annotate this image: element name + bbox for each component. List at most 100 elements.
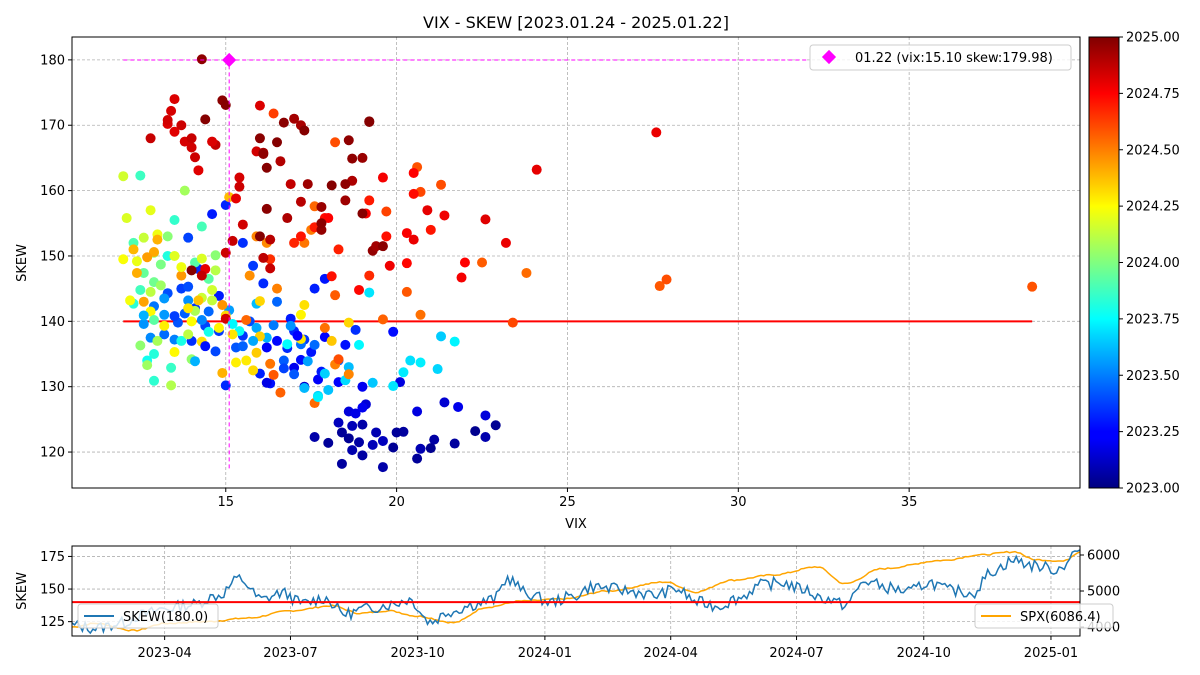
colorbar-tick-label: 2024.50 xyxy=(1126,143,1180,158)
scatter-x-ticks: 15 20 25 30 35 xyxy=(217,488,917,510)
scatter-point xyxy=(415,443,426,454)
scatter-point xyxy=(347,445,358,456)
scatter-point xyxy=(391,427,402,438)
scatter-point xyxy=(265,263,276,274)
scatter-point xyxy=(159,293,170,304)
scatter-point xyxy=(377,462,388,473)
colorbar-tick-label: 2025.00 xyxy=(1126,31,1180,46)
scatter-point xyxy=(248,365,259,376)
scatter-point xyxy=(408,234,419,245)
spx-legend: SPX(6086.4) xyxy=(974,603,1114,629)
timeseries-x-ticks: 2023-04 2023-07 2023-10 2024-01 2024-04 2024-… xyxy=(137,636,1078,661)
ts-x-tick-label: 2025-01 xyxy=(1024,646,1078,661)
colorbar-tick-label: 2023.00 xyxy=(1126,482,1180,497)
scatter-point xyxy=(190,356,201,367)
scatter-point xyxy=(254,231,265,242)
scatter-points xyxy=(118,54,1038,473)
scatter-point xyxy=(309,339,320,350)
scatter-point xyxy=(241,355,252,366)
scatter-point xyxy=(357,450,368,461)
scatter-point xyxy=(377,314,388,325)
skew-legend: SKEW(180.0) xyxy=(77,603,219,629)
scatter-point xyxy=(377,435,388,446)
scatter-point xyxy=(234,172,245,183)
scatter-point xyxy=(125,295,136,306)
spx-legend-box xyxy=(974,603,1114,629)
scatter-point xyxy=(183,281,194,292)
scatter-point xyxy=(231,193,242,204)
scatter-point xyxy=(323,437,334,448)
y-tick-label: 180 xyxy=(40,53,65,68)
ts-x-tick-label: 2024-04 xyxy=(644,646,698,661)
scatter-point xyxy=(285,179,296,190)
y-tick-label: 120 xyxy=(40,446,65,461)
ts-right-tick-label: 5000 xyxy=(1087,585,1120,600)
scatter-panel: VIX - SKEW [2023.01.24 - 2025.01.22] 15 2… xyxy=(15,13,1180,532)
scatter-point xyxy=(436,179,447,190)
scatter-point xyxy=(313,374,324,385)
scatter-point xyxy=(651,127,662,138)
timeseries-panel: 2023-04 2023-07 2023-10 2024-01 2024-04 2024-… xyxy=(15,545,1120,661)
scatter-point xyxy=(309,432,320,443)
y-tick-label: 150 xyxy=(40,249,65,264)
scatter-point xyxy=(213,322,224,333)
scatter-point xyxy=(422,205,433,216)
scatter-point xyxy=(155,280,166,291)
scatter-point xyxy=(347,153,358,164)
scatter-point xyxy=(176,262,187,273)
scatter-point xyxy=(196,315,207,326)
scatter-point xyxy=(371,241,382,252)
scatter-point xyxy=(217,299,228,310)
scatter-point xyxy=(350,408,361,419)
scatter-point xyxy=(138,232,149,243)
scatter-point xyxy=(343,362,354,373)
scatter-point xyxy=(166,362,177,373)
scatter-point xyxy=(661,274,672,285)
scatter-point xyxy=(159,329,170,340)
ts-left-tick-label: 150 xyxy=(40,583,65,598)
scatter-point xyxy=(207,209,218,220)
scatter-point xyxy=(186,316,197,327)
scatter-point xyxy=(272,296,283,307)
ts-x-tick-label: 2023-10 xyxy=(391,646,445,661)
scatter-point xyxy=(330,290,341,301)
scatter-point xyxy=(425,224,436,235)
scatter-point xyxy=(299,382,310,393)
scatter-point xyxy=(415,357,426,368)
scatter-point xyxy=(350,324,361,335)
scatter-point xyxy=(261,377,272,388)
y-tick-label: 170 xyxy=(40,119,65,134)
scatter-point xyxy=(220,247,231,258)
scatter-point xyxy=(289,237,300,248)
colorbar-tick-label: 2023.50 xyxy=(1126,369,1180,384)
scatter-point xyxy=(439,210,450,221)
scatter-point xyxy=(278,117,289,128)
scatter-point xyxy=(149,349,160,360)
ts-x-tick-label: 2024-07 xyxy=(769,646,823,661)
scatter-point xyxy=(183,232,194,243)
scatter-point xyxy=(340,339,351,350)
scatter-point xyxy=(138,296,149,307)
scatter-point xyxy=(227,318,238,329)
scatter-point xyxy=(282,339,293,350)
x-tick-label: 25 xyxy=(559,495,576,510)
scatter-point xyxy=(333,417,344,428)
x-tick-label: 20 xyxy=(388,495,405,510)
scatter-point xyxy=(326,180,337,191)
scatter-point xyxy=(319,368,330,379)
scatter-point xyxy=(268,320,279,331)
ts-right-tick-label: 6000 xyxy=(1087,549,1120,564)
scatter-point xyxy=(449,336,460,347)
scatter-point xyxy=(145,205,156,216)
scatter-point xyxy=(285,313,296,324)
scatter-point xyxy=(196,270,207,281)
scatter-point xyxy=(401,228,412,239)
scatter-point xyxy=(480,432,491,443)
scatter-point xyxy=(162,250,173,261)
scatter-point xyxy=(268,369,279,380)
scatter-point xyxy=(186,133,197,144)
scatter-point xyxy=(456,272,467,283)
scatter-point xyxy=(388,442,399,453)
ts-x-tick-label: 2023-07 xyxy=(263,646,317,661)
